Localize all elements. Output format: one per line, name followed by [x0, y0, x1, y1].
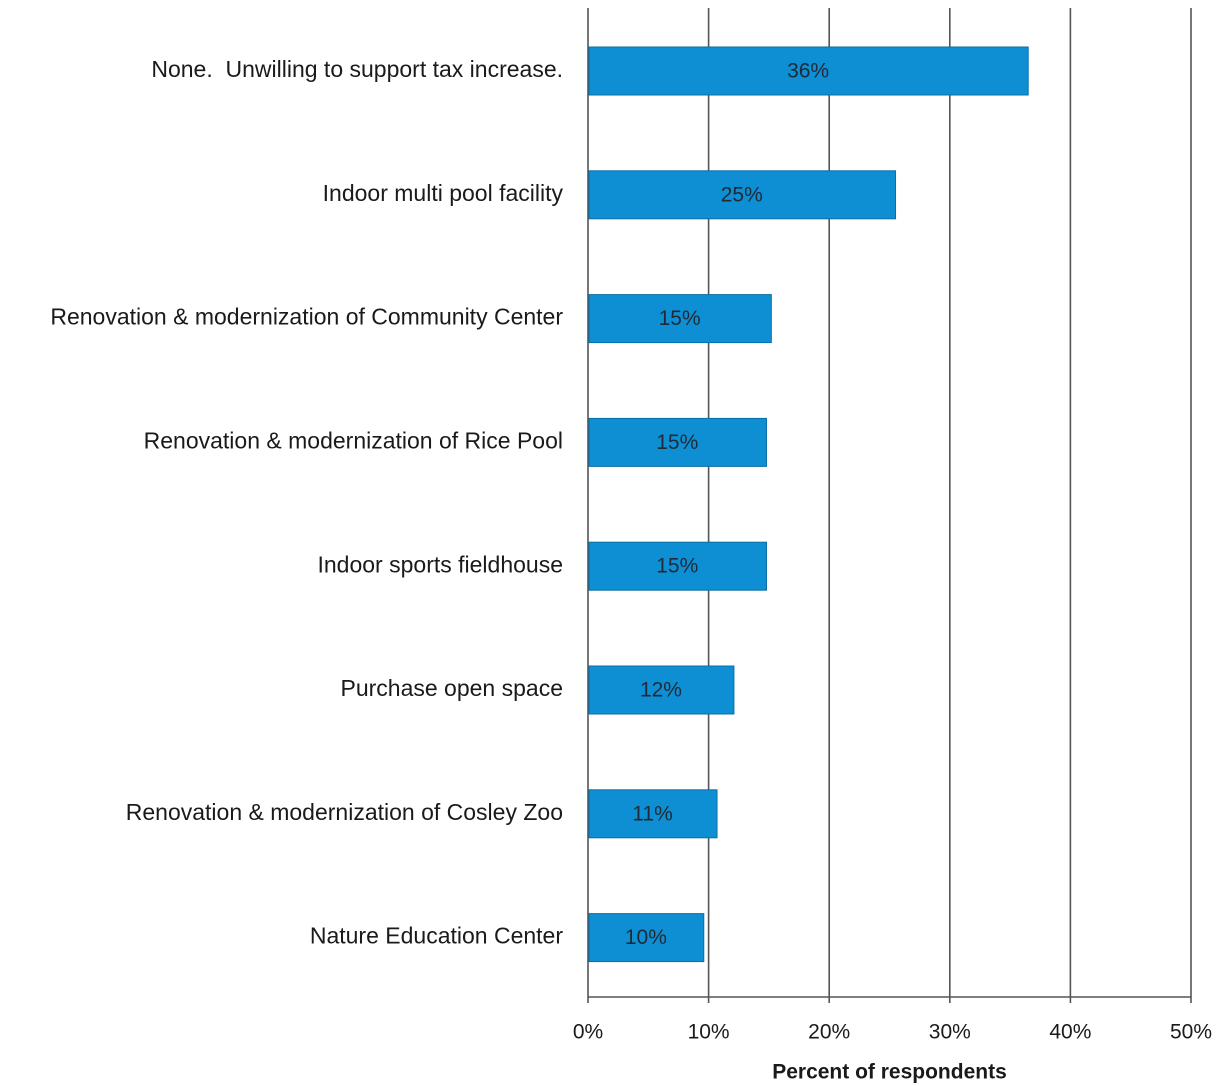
data-label: 15% [656, 431, 698, 454]
category-label: Indoor sports fieldhouse [318, 551, 564, 577]
bar [588, 789, 718, 839]
category-label: Indoor multi pool facility [323, 180, 564, 206]
data-label: 15% [656, 555, 698, 578]
x-tick-label: 0% [573, 1021, 603, 1044]
x-tick-label: 10% [688, 1021, 730, 1044]
category-label: Purchase open space [341, 675, 564, 701]
category-label: None. Unwilling to support tax increase. [151, 56, 563, 82]
category-labels: None. Unwilling to support tax increase.… [50, 56, 563, 949]
data-label: 10% [625, 926, 667, 949]
bars [588, 46, 1029, 963]
category-label: Renovation & modernization of Rice Pool [144, 427, 563, 453]
bar [588, 417, 767, 467]
data-label: 11% [632, 802, 672, 825]
x-tick-label: 40% [1049, 1021, 1091, 1044]
category-label: Nature Education Center [310, 923, 563, 949]
data-label: 12% [640, 679, 682, 702]
x-axis-title: Percent of respondents [772, 1061, 1007, 1084]
data-label: 15% [659, 307, 701, 330]
category-label: Renovation & modernization of Cosley Zoo [126, 799, 563, 825]
category-label: Renovation & modernization of Community … [50, 304, 563, 330]
data-label: 36% [787, 60, 829, 83]
x-tick-label: 20% [808, 1021, 850, 1044]
bar [588, 541, 767, 591]
data-label: 25% [721, 183, 763, 206]
bar [588, 294, 772, 344]
bar [588, 913, 705, 963]
gridlines [587, 8, 1192, 1003]
x-tick-labels: 0% 10% 20% 30% 40% 50% [573, 1021, 1212, 1044]
bar [588, 665, 735, 715]
x-tick-label: 30% [929, 1021, 971, 1044]
data-labels: 36% 25% 15% 15% 15% 12% 11% 10% [625, 60, 829, 950]
bar [588, 170, 897, 220]
bar [588, 46, 1029, 96]
x-tick-label: 50% [1170, 1021, 1212, 1044]
